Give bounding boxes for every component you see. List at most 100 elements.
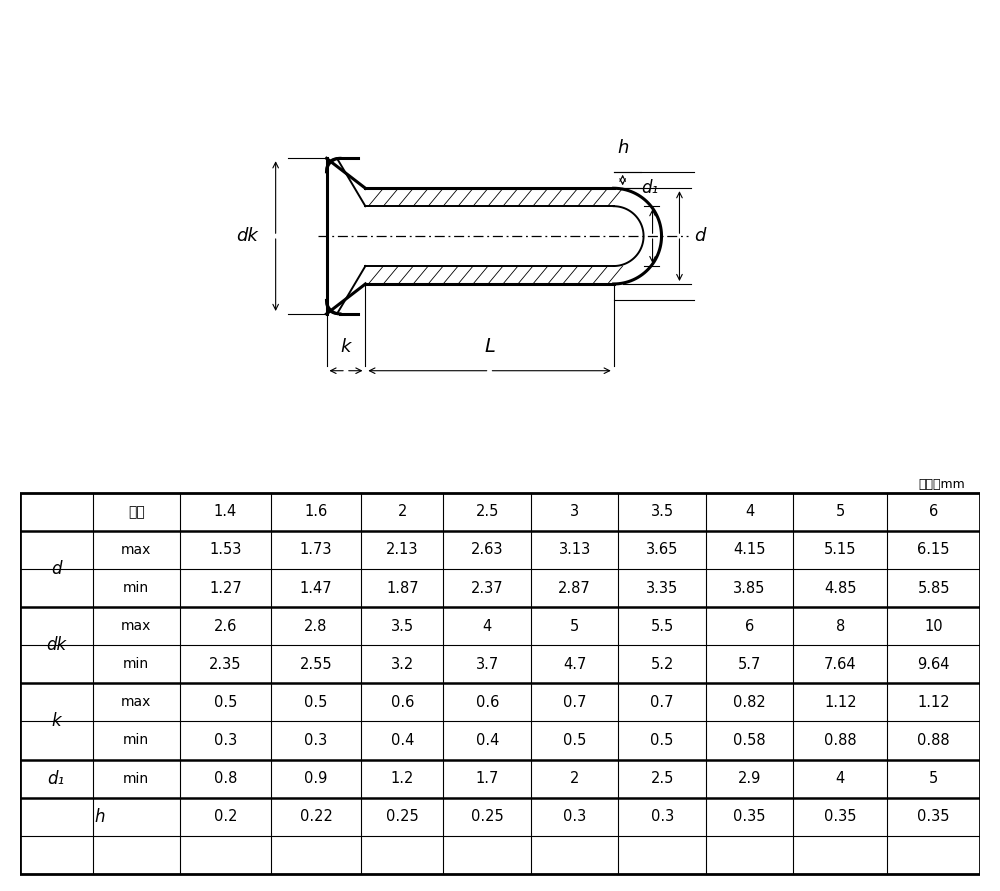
Text: 9.64: 9.64 [917, 657, 950, 672]
Text: 5.85: 5.85 [917, 581, 950, 595]
Text: 3.65: 3.65 [646, 543, 678, 558]
Text: 0.9: 0.9 [304, 771, 328, 786]
Text: 0.4: 0.4 [391, 733, 414, 748]
Text: 1.2: 1.2 [391, 771, 414, 786]
Text: 0.3: 0.3 [214, 733, 237, 748]
Text: h: h [617, 139, 628, 157]
Text: 0.8: 0.8 [214, 771, 237, 786]
Text: 0.5: 0.5 [563, 733, 586, 748]
Text: dk: dk [236, 227, 258, 245]
Text: 1.12: 1.12 [824, 695, 857, 710]
Text: 6.15: 6.15 [917, 543, 950, 558]
Text: 2: 2 [570, 771, 579, 786]
Text: 0.7: 0.7 [650, 695, 674, 710]
Text: 3.5: 3.5 [651, 504, 674, 519]
Text: 6: 6 [745, 618, 754, 634]
Text: 0.5: 0.5 [650, 733, 674, 748]
Text: 4: 4 [836, 771, 845, 786]
Text: 1.4: 1.4 [214, 504, 237, 519]
Text: 4: 4 [745, 504, 754, 519]
Text: 5: 5 [836, 504, 845, 519]
Text: 0.35: 0.35 [917, 809, 950, 824]
Text: 7.64: 7.64 [824, 657, 857, 672]
Text: 2.13: 2.13 [386, 543, 419, 558]
Text: 0.3: 0.3 [563, 809, 586, 824]
Text: max: max [121, 619, 151, 634]
Text: d₁: d₁ [641, 179, 658, 197]
Text: 1.12: 1.12 [917, 695, 950, 710]
Text: 5: 5 [929, 771, 938, 786]
Text: 0.7: 0.7 [563, 695, 586, 710]
Text: 2.5: 2.5 [476, 504, 499, 519]
Text: 3.7: 3.7 [476, 657, 499, 672]
Text: 3: 3 [570, 504, 579, 519]
Text: max: max [121, 543, 151, 557]
Text: k: k [341, 338, 351, 356]
Text: 0.3: 0.3 [304, 733, 328, 748]
Text: max: max [121, 695, 151, 709]
Text: 2.63: 2.63 [471, 543, 503, 558]
Text: min: min [123, 581, 149, 595]
Text: 0.5: 0.5 [214, 695, 237, 710]
Text: 0.25: 0.25 [471, 809, 504, 824]
Text: 0.58: 0.58 [733, 733, 766, 748]
Text: 4.85: 4.85 [824, 581, 857, 595]
Text: d: d [51, 560, 62, 578]
Text: 4.15: 4.15 [733, 543, 766, 558]
Text: 3.5: 3.5 [391, 618, 414, 634]
Text: 2.35: 2.35 [209, 657, 242, 672]
Text: 2.9: 2.9 [738, 771, 761, 786]
Text: 0.4: 0.4 [476, 733, 499, 748]
Text: 2.37: 2.37 [471, 581, 504, 595]
Text: min: min [123, 658, 149, 671]
Text: h: h [95, 808, 105, 826]
Text: 5.2: 5.2 [650, 657, 674, 672]
Text: 2.8: 2.8 [304, 618, 328, 634]
Text: 8: 8 [836, 618, 845, 634]
Text: 0.6: 0.6 [476, 695, 499, 710]
Text: 4: 4 [483, 618, 492, 634]
Text: d₁: d₁ [48, 770, 65, 788]
Text: 1.27: 1.27 [209, 581, 242, 595]
Text: 1.6: 1.6 [304, 504, 328, 519]
Text: 2.55: 2.55 [300, 657, 332, 672]
Text: 1.87: 1.87 [386, 581, 419, 595]
Text: 3.85: 3.85 [733, 581, 766, 595]
Text: 0.3: 0.3 [651, 809, 674, 824]
Text: 2.5: 2.5 [650, 771, 674, 786]
Text: 1.73: 1.73 [300, 543, 332, 558]
Text: d: d [694, 227, 706, 245]
Text: 公称: 公称 [128, 505, 145, 519]
Text: 5.15: 5.15 [824, 543, 857, 558]
Text: 5.5: 5.5 [651, 618, 674, 634]
Text: dk: dk [46, 636, 66, 654]
Text: 10: 10 [924, 618, 943, 634]
Text: 6: 6 [929, 504, 938, 519]
Text: 0.88: 0.88 [917, 733, 950, 748]
Text: 2.87: 2.87 [558, 581, 591, 595]
Text: 4.7: 4.7 [563, 657, 586, 672]
Text: 0.88: 0.88 [824, 733, 857, 748]
Text: 0.5: 0.5 [304, 695, 328, 710]
Text: 1.7: 1.7 [476, 771, 499, 786]
Text: min: min [123, 772, 149, 786]
Text: L: L [484, 337, 495, 356]
Text: 1.53: 1.53 [209, 543, 242, 558]
Text: 1.47: 1.47 [300, 581, 332, 595]
Text: 0.35: 0.35 [824, 809, 857, 824]
Text: 3.2: 3.2 [391, 657, 414, 672]
Text: 3.35: 3.35 [646, 581, 678, 595]
Text: 0.22: 0.22 [300, 809, 332, 824]
Text: 2: 2 [398, 504, 407, 519]
Text: 0.25: 0.25 [386, 809, 419, 824]
Text: 单位：mm: 单位：mm [919, 478, 966, 491]
Text: k: k [51, 713, 61, 731]
Text: 5: 5 [570, 618, 579, 634]
Text: 0.35: 0.35 [733, 809, 766, 824]
Text: 0.2: 0.2 [214, 809, 237, 824]
Text: 3.13: 3.13 [559, 543, 591, 558]
Text: 5.7: 5.7 [738, 657, 761, 672]
Text: 2.6: 2.6 [214, 618, 237, 634]
Text: 0.82: 0.82 [733, 695, 766, 710]
Text: min: min [123, 733, 149, 748]
